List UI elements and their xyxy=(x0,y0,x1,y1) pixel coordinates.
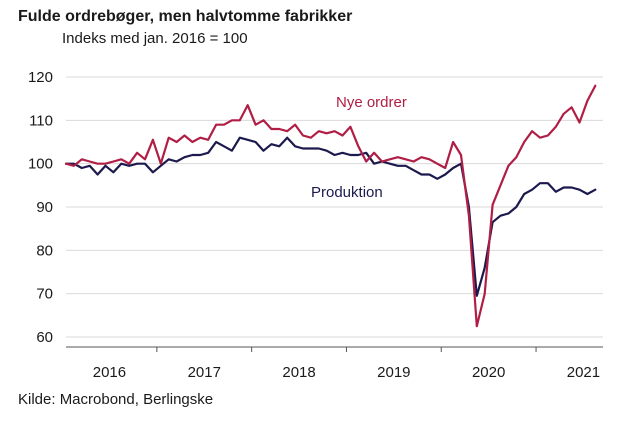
x-tick-label: 2016 xyxy=(93,364,126,381)
y-tick-label: 120 xyxy=(28,69,53,86)
x-tick-label: 2019 xyxy=(377,364,410,381)
source-note: Kilde: Macrobond, Berlingske xyxy=(18,391,214,408)
series-line-nye-ordrer xyxy=(64,84,597,328)
chart-subtitle: Indeks med jan. 2016 = 100 xyxy=(62,30,248,47)
y-tick-label: 70 xyxy=(36,286,53,303)
x-tick-label: 2020 xyxy=(472,364,505,381)
y-tick-label: 90 xyxy=(36,199,53,216)
series-line-produktion xyxy=(64,136,597,297)
x-tick-label: 2018 xyxy=(282,364,315,381)
series-label-nye-ordrer: Nye ordrer xyxy=(336,94,407,111)
y-tick-label: 60 xyxy=(36,329,53,346)
y-tick-label: 100 xyxy=(28,156,53,173)
series-lines xyxy=(64,84,597,328)
x-tick-label: 2017 xyxy=(188,364,221,381)
x-axis-ticks: 2016 2017 2018 2019 2020 2021 xyxy=(93,347,600,381)
y-axis-ticks: 60 70 80 90 100 110 120 xyxy=(28,69,53,346)
series-labels: Nye ordrer Produktion xyxy=(311,94,407,201)
y-tick-label: 110 xyxy=(29,112,53,129)
series-label-produktion: Produktion xyxy=(311,184,383,201)
y-tick-label: 80 xyxy=(36,242,53,259)
x-tick-label: 2021 xyxy=(567,364,600,381)
chart-title: Fulde ordrebøger, men halvtomme fabrikke… xyxy=(18,8,353,25)
gridlines xyxy=(66,76,603,338)
